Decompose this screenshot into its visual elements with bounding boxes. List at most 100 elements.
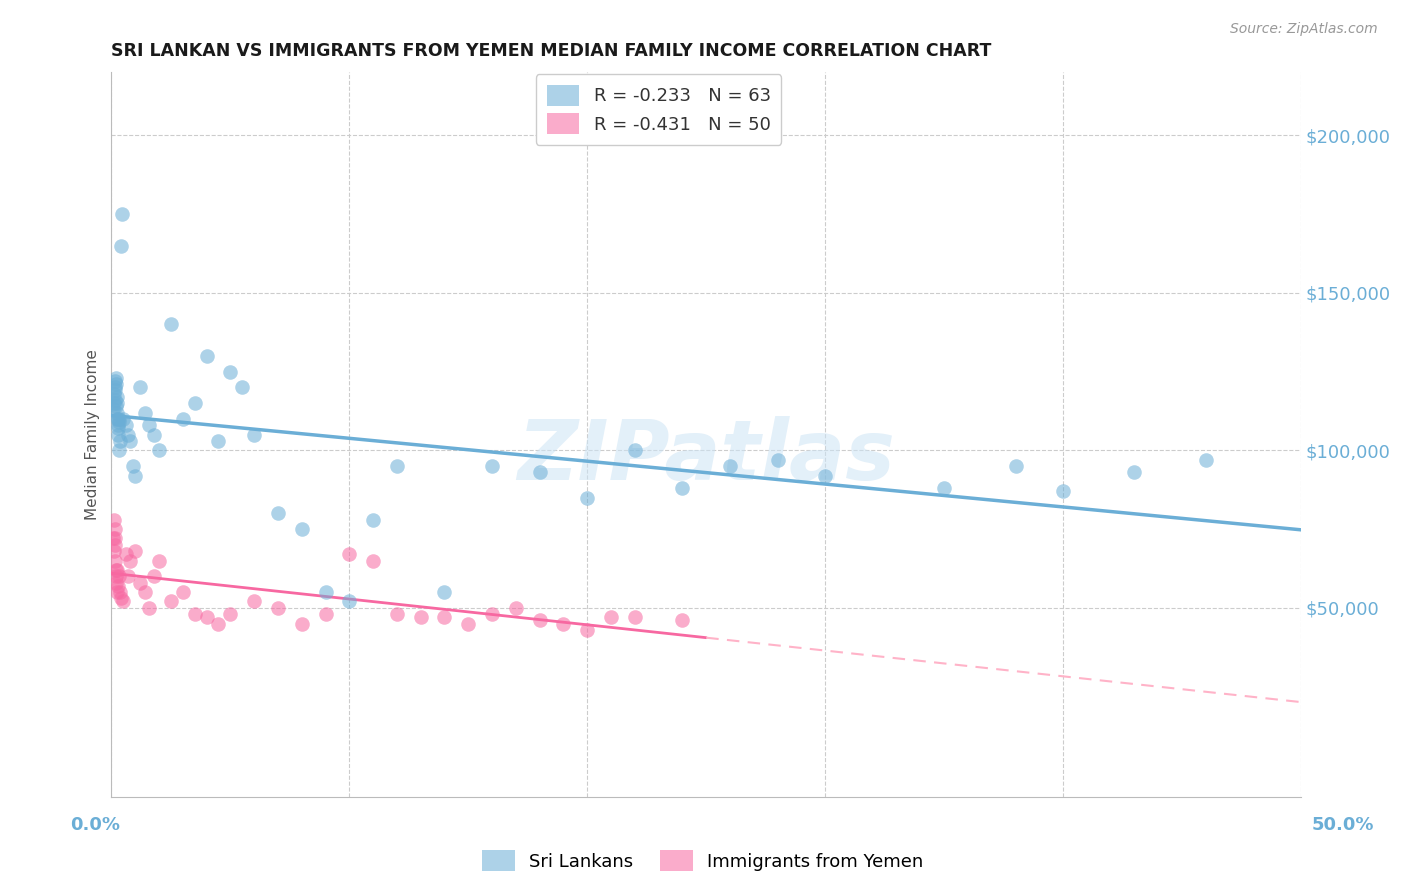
Point bbox=[117, 427, 139, 442]
Point bbox=[195, 610, 218, 624]
Point bbox=[529, 613, 551, 627]
Point bbox=[315, 607, 337, 621]
Point bbox=[108, 585, 131, 599]
Point bbox=[117, 569, 139, 583]
Point bbox=[103, 532, 125, 546]
Point bbox=[107, 579, 129, 593]
Point bbox=[385, 458, 408, 473]
Point bbox=[124, 468, 146, 483]
Y-axis label: Median Family Income: Median Family Income bbox=[86, 349, 100, 520]
Point bbox=[624, 443, 647, 458]
Point bbox=[481, 458, 503, 473]
Point bbox=[104, 538, 127, 552]
Point bbox=[231, 380, 253, 394]
Point bbox=[111, 207, 134, 221]
Point bbox=[105, 563, 128, 577]
Point bbox=[433, 585, 456, 599]
Text: ZIPatlas: ZIPatlas bbox=[517, 416, 896, 497]
Point bbox=[148, 443, 170, 458]
Point bbox=[814, 468, 837, 483]
Point bbox=[766, 452, 789, 467]
Point bbox=[1004, 458, 1026, 473]
Point bbox=[120, 434, 142, 448]
Point bbox=[505, 600, 527, 615]
Point bbox=[107, 412, 129, 426]
Point bbox=[624, 610, 647, 624]
Point bbox=[553, 616, 575, 631]
Point bbox=[172, 412, 194, 426]
Point bbox=[103, 513, 125, 527]
Point bbox=[104, 374, 127, 388]
Point bbox=[671, 481, 693, 495]
Point bbox=[104, 377, 127, 392]
Point bbox=[103, 402, 125, 417]
Point bbox=[138, 600, 160, 615]
Point bbox=[104, 569, 127, 583]
Point bbox=[219, 365, 242, 379]
Point bbox=[267, 506, 290, 520]
Point bbox=[108, 443, 131, 458]
Point bbox=[105, 371, 128, 385]
Point bbox=[207, 616, 229, 631]
Point bbox=[124, 544, 146, 558]
Point bbox=[361, 513, 384, 527]
Point bbox=[934, 481, 956, 495]
Point bbox=[107, 569, 129, 583]
Point bbox=[576, 491, 599, 505]
Point bbox=[195, 349, 218, 363]
Point bbox=[529, 466, 551, 480]
Point bbox=[105, 396, 128, 410]
Point bbox=[183, 396, 205, 410]
Point bbox=[243, 427, 266, 442]
Point bbox=[457, 616, 479, 631]
Point bbox=[107, 418, 129, 433]
Point bbox=[107, 421, 129, 435]
Point bbox=[143, 427, 166, 442]
Point bbox=[1052, 484, 1074, 499]
Point bbox=[108, 434, 131, 448]
Point bbox=[104, 380, 127, 394]
Point bbox=[129, 380, 152, 394]
Point bbox=[104, 392, 127, 407]
Point bbox=[219, 607, 242, 621]
Point bbox=[105, 575, 128, 590]
Point bbox=[243, 594, 266, 608]
Point bbox=[105, 585, 128, 599]
Point bbox=[120, 553, 142, 567]
Point bbox=[718, 458, 741, 473]
Point bbox=[207, 434, 229, 448]
Point bbox=[361, 553, 384, 567]
Text: Source: ZipAtlas.com: Source: ZipAtlas.com bbox=[1230, 22, 1378, 37]
Point bbox=[134, 405, 156, 419]
Point bbox=[114, 547, 136, 561]
Point bbox=[107, 412, 129, 426]
Point bbox=[104, 532, 127, 546]
Point bbox=[112, 412, 135, 426]
Point bbox=[104, 522, 127, 536]
Point bbox=[107, 427, 129, 442]
Point bbox=[160, 594, 183, 608]
Point bbox=[148, 553, 170, 567]
Point bbox=[129, 575, 152, 590]
Point bbox=[337, 594, 360, 608]
Point bbox=[291, 616, 314, 631]
Point bbox=[671, 613, 693, 627]
Text: 50.0%: 50.0% bbox=[1312, 816, 1374, 834]
Point bbox=[114, 418, 136, 433]
Point bbox=[104, 399, 127, 413]
Point bbox=[110, 591, 132, 606]
Point bbox=[291, 522, 314, 536]
Point bbox=[105, 405, 128, 419]
Point bbox=[576, 623, 599, 637]
Point bbox=[104, 563, 127, 577]
Point bbox=[107, 415, 129, 429]
Point bbox=[104, 384, 127, 398]
Point bbox=[600, 610, 623, 624]
Point bbox=[112, 594, 135, 608]
Text: SRI LANKAN VS IMMIGRANTS FROM YEMEN MEDIAN FAMILY INCOME CORRELATION CHART: SRI LANKAN VS IMMIGRANTS FROM YEMEN MEDI… bbox=[111, 42, 991, 60]
Point bbox=[103, 386, 125, 401]
Point bbox=[143, 569, 166, 583]
Point bbox=[138, 418, 160, 433]
Point bbox=[105, 412, 128, 426]
Point bbox=[183, 607, 205, 621]
